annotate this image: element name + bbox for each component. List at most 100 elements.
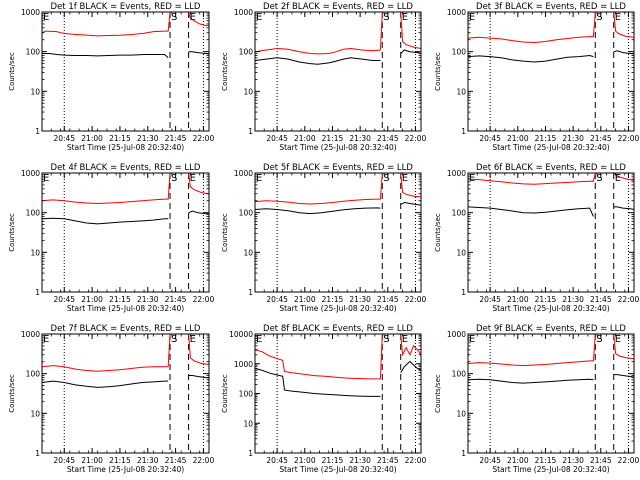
x-tick-label: 21:45: [165, 295, 187, 304]
series-red-lld-line: [467, 333, 635, 367]
x-tick-label: 21:00: [507, 295, 529, 304]
plot-frame: [467, 11, 635, 132]
x-tick-label: 22:00: [405, 295, 427, 304]
y-tick-label: 10: [456, 248, 466, 257]
series-black-events-line: [254, 49, 422, 65]
y-tick-label: 100: [452, 209, 467, 218]
series-red-lld-line: [254, 333, 422, 380]
y-tick-label: 10: [456, 87, 466, 96]
panel-title: Det 7f BLACK = Events, RED = LLD: [51, 324, 201, 334]
x-axis-label: Start Time (25-Jul-08 20:32:40): [492, 304, 609, 313]
y-tick-label: 1: [461, 127, 466, 136]
x-axis-label: Start Time (25-Jul-08 20:32:40): [67, 143, 184, 152]
plot-frame: [467, 333, 635, 454]
x-tick-label: 21:15: [322, 456, 344, 465]
x-tick-label: 21:15: [109, 456, 131, 465]
x-tick-label: 21:30: [349, 456, 371, 465]
y-tick-label: 10: [243, 87, 253, 96]
y-axis-label: Counts/sec: [221, 52, 229, 91]
y-axis-label: Counts/sec: [8, 213, 16, 252]
series-black-events-line: [467, 374, 635, 384]
y-tick-label: 10: [243, 419, 253, 428]
event-marker-label: S: [383, 173, 389, 184]
series-black-events-line: [42, 51, 210, 59]
x-tick-label: 21:30: [562, 456, 584, 465]
x-tick-label: 21:45: [377, 134, 399, 143]
x-tick-label: 20:45: [479, 134, 501, 143]
x-tick-label: 21:00: [507, 456, 529, 465]
x-tick-label: 22:00: [193, 134, 215, 143]
panel-title: Det 3f BLACK = Events, RED = LLD: [476, 2, 626, 12]
x-tick-label: 21:15: [322, 295, 344, 304]
x-tick-label: 21:00: [81, 456, 103, 465]
x-tick-label: 21:45: [377, 295, 399, 304]
x-tick-label: 21:30: [562, 134, 584, 143]
event-marker-label: E: [190, 334, 196, 345]
y-tick-label: 10000: [229, 330, 253, 339]
event-marker-label: E: [43, 12, 49, 23]
x-tick-label: 22:00: [193, 295, 215, 304]
x-tick-label: 21:30: [137, 456, 159, 465]
x-tick-label: 20:45: [53, 456, 75, 465]
series-red-lld-line: [254, 11, 422, 55]
panel-6: Det 6f BLACK = Events, RED = LLD 1 10 100 10…: [434, 163, 639, 313]
x-axis-label: Start Time (25-Jul-08 20:32:40): [279, 465, 396, 474]
y-axis-label: Counts/sec: [434, 213, 442, 252]
y-tick-label: 1000: [447, 8, 466, 17]
event-marker-label: E: [469, 12, 475, 23]
y-axis-label: Counts/sec: [8, 52, 16, 91]
plot-frame: [41, 333, 210, 454]
panel-9: Det 9f BLACK = Events, RED = LLD 1 10 100 10…: [434, 324, 639, 474]
panel-4: Det 4f BLACK = Events, RED = LLD 1 10 100 10…: [8, 163, 214, 313]
plot-frame: [41, 11, 210, 132]
panel-title: Det 8f BLACK = Events, RED = LLD: [263, 324, 413, 334]
y-tick-label: 100: [26, 209, 41, 218]
x-tick-label: 21:15: [322, 134, 344, 143]
panel-1: Det 1f BLACK = Events, RED = LLD 1 10 100 10…: [8, 2, 214, 152]
x-tick-label: 20:45: [266, 134, 288, 143]
plot-frame: [41, 172, 210, 293]
series-black-events-line: [467, 50, 635, 63]
event-marker-label: S: [596, 12, 602, 23]
event-marker-label: E: [256, 12, 262, 23]
event-marker-label: E: [615, 173, 621, 184]
y-tick-label: 10: [30, 87, 40, 96]
y-axis-label: Counts/sec: [434, 374, 442, 413]
event-marker-label: S: [171, 173, 177, 184]
event-marker-label: E: [256, 173, 262, 184]
y-tick-label: 100: [26, 48, 41, 57]
event-marker-label: S: [596, 334, 602, 345]
x-tick-label: 20:45: [266, 456, 288, 465]
event-marker-label: S: [596, 173, 602, 184]
x-tick-label: 20:45: [479, 456, 501, 465]
event-marker-label: E: [402, 12, 408, 23]
event-marker-label: S: [171, 334, 177, 345]
x-tick-label: 22:00: [618, 295, 640, 304]
y-tick-label: 1000: [21, 169, 40, 178]
y-tick-label: 100: [239, 390, 254, 399]
event-marker-label: E: [43, 173, 49, 184]
x-tick-label: 21:30: [562, 295, 584, 304]
x-tick-label: 21:15: [535, 295, 557, 304]
event-marker-label: E: [615, 12, 621, 23]
event-marker-label: S: [383, 12, 389, 23]
x-tick-label: 21:15: [109, 295, 131, 304]
x-tick-label: 21:45: [165, 456, 187, 465]
x-axis-label: Start Time (25-Jul-08 20:32:40): [279, 304, 396, 313]
y-axis-label: Counts/sec: [8, 374, 16, 413]
x-tick-label: 21:30: [137, 134, 159, 143]
event-marker-label: E: [402, 173, 408, 184]
x-tick-label: 21:00: [294, 134, 316, 143]
y-tick-label: 100: [452, 370, 467, 379]
x-tick-label: 21:30: [349, 295, 371, 304]
y-tick-label: 1000: [21, 8, 40, 17]
x-tick-label: 21:00: [507, 134, 529, 143]
x-tick-label: 20:45: [266, 295, 288, 304]
series-black-events-line: [41, 375, 210, 388]
y-tick-label: 1: [248, 127, 253, 136]
y-tick-label: 1: [35, 449, 40, 458]
series-red-lld-line: [467, 11, 635, 44]
x-tick-label: 21:30: [137, 295, 159, 304]
y-tick-label: 10: [30, 409, 40, 418]
